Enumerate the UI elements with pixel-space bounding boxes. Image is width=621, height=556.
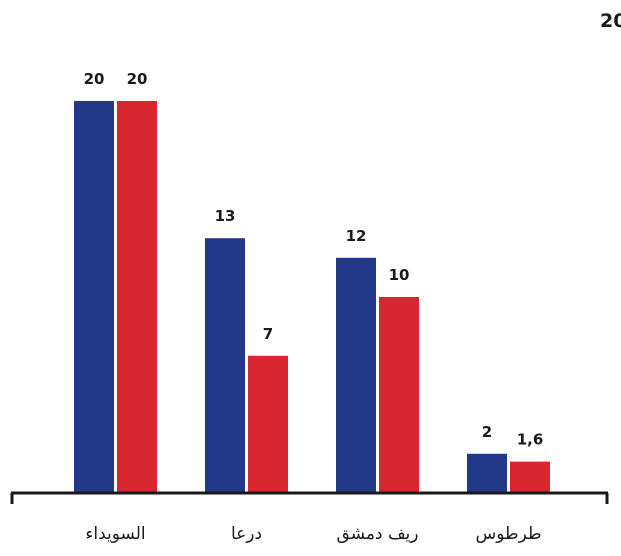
bar-red-3: [510, 461, 550, 493]
data-label-red-1: 7: [263, 325, 273, 343]
bar-blue-3: [467, 453, 507, 493]
bars-layer: [74, 101, 550, 493]
data-label-blue-1: 13: [215, 207, 236, 225]
category-label-3: طرطوس: [476, 524, 542, 544]
category-label-0: السويداء: [85, 524, 145, 544]
bar-blue-2: [336, 257, 376, 493]
x-axis: [10, 491, 609, 504]
data-label-red-3: 1,6: [517, 431, 544, 449]
bar-red-1: [248, 355, 288, 493]
data-label-blue-3: 2: [482, 423, 492, 441]
data-label-red-2: 10: [389, 266, 410, 284]
bar-red-2: [379, 297, 419, 493]
bar-red-0: [117, 101, 157, 493]
category-labels: السويداء درعا ريف دمشق طرطوس: [85, 524, 541, 544]
data-label-blue-0: 20: [84, 70, 105, 88]
category-label-2: ريف دمشق: [337, 524, 419, 544]
bar-blue-0: [74, 101, 114, 493]
data-label-blue-2: 12: [346, 227, 367, 245]
category-label-1: درعا: [231, 524, 262, 544]
value-labels: 20 20 13 7 12 10 2 1,6: [84, 70, 544, 449]
chart-title: المحافظات التي زادت مساحات الأراضي المزر…: [600, 9, 621, 32]
bar-blue-1: [205, 238, 245, 493]
data-label-red-0: 20: [127, 70, 148, 88]
